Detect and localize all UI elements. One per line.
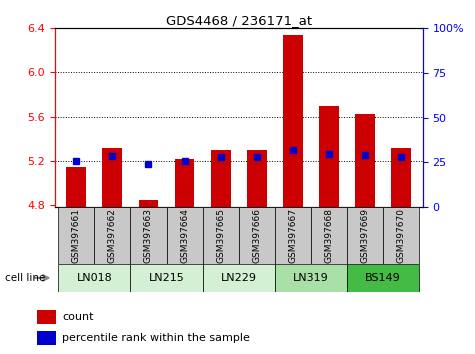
Bar	[355, 114, 375, 207]
Bar	[319, 105, 339, 207]
Bar	[275, 264, 347, 292]
Bar	[239, 207, 275, 264]
Bar	[139, 200, 158, 207]
Bar	[283, 35, 303, 207]
Text: LN319: LN319	[293, 273, 329, 283]
Bar	[58, 264, 131, 292]
Text: BS149: BS149	[365, 273, 401, 283]
Text: LN018: LN018	[76, 273, 112, 283]
Bar	[203, 207, 239, 264]
Text: GSM397664: GSM397664	[180, 208, 189, 263]
Title: GDS4468 / 236171_at: GDS4468 / 236171_at	[166, 14, 312, 27]
Bar	[167, 207, 203, 264]
Text: GSM397667: GSM397667	[288, 208, 297, 263]
Bar	[95, 207, 131, 264]
Bar	[37, 331, 56, 345]
Bar	[58, 207, 95, 264]
Bar	[311, 207, 347, 264]
Bar	[37, 310, 56, 324]
Bar	[131, 264, 203, 292]
Bar	[247, 150, 266, 207]
Bar	[66, 167, 86, 207]
Bar	[391, 148, 411, 207]
Text: GSM397669: GSM397669	[361, 208, 370, 263]
Text: cell line: cell line	[5, 273, 45, 283]
Bar	[347, 264, 419, 292]
Bar	[211, 150, 230, 207]
Text: GSM397663: GSM397663	[144, 208, 153, 263]
Bar	[175, 159, 194, 207]
Text: LN229: LN229	[221, 273, 256, 283]
Text: LN215: LN215	[149, 273, 184, 283]
Text: GSM397666: GSM397666	[252, 208, 261, 263]
Bar	[203, 264, 275, 292]
Bar	[131, 207, 167, 264]
Text: GSM397670: GSM397670	[397, 208, 406, 263]
Text: count: count	[62, 312, 94, 322]
Bar	[383, 207, 419, 264]
Text: percentile rank within the sample: percentile rank within the sample	[62, 333, 250, 343]
Text: GSM397665: GSM397665	[216, 208, 225, 263]
Text: GSM397661: GSM397661	[72, 208, 81, 263]
Bar	[275, 207, 311, 264]
Text: GSM397668: GSM397668	[324, 208, 333, 263]
Bar	[103, 148, 122, 207]
Bar	[347, 207, 383, 264]
Text: GSM397662: GSM397662	[108, 208, 117, 263]
